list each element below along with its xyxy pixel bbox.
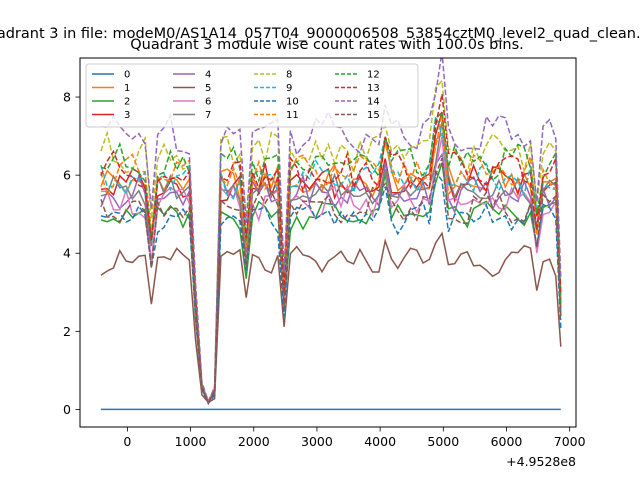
axes-title: Quadrant 3 module wise count rates with … <box>130 37 524 53</box>
y-tick-label: 6 <box>63 168 71 183</box>
legend-item-10[interactable]: 10 <box>254 97 299 108</box>
series-line-11 <box>100 114 562 405</box>
axes-frame <box>79 57 577 428</box>
legend-item-12[interactable]: 12 <box>335 70 380 81</box>
series-line-15 <box>100 158 562 405</box>
series-line-2 <box>100 162 562 406</box>
legend-label: 15 <box>367 110 380 121</box>
legend-label: 9 <box>286 83 292 94</box>
series-line-10 <box>100 169 562 405</box>
y-axis: 0 2 4 6 8 <box>63 90 80 417</box>
x-tick-label: 3000 <box>301 434 333 449</box>
legend-label: 4 <box>205 70 211 81</box>
legend-label: 11 <box>286 110 299 121</box>
x-axis-offset-label: +4.9528e8 <box>506 454 576 469</box>
series-line-3 <box>100 111 562 405</box>
x-tick-label: 5000 <box>427 434 459 449</box>
legend-item-3[interactable]: 3 <box>92 110 130 121</box>
legend-item-14[interactable]: 14 <box>335 97 380 108</box>
legend-label: 8 <box>286 70 292 81</box>
x-tick-label: 6000 <box>491 434 523 449</box>
x-tick-label: 4000 <box>364 434 396 449</box>
legend-item-7[interactable]: 7 <box>173 110 211 121</box>
series-lines <box>100 58 562 411</box>
legend-item-6[interactable]: 6 <box>173 97 211 108</box>
legend-item-13[interactable]: 13 <box>335 83 380 94</box>
legend-label: 3 <box>124 110 130 121</box>
legend-box <box>85 63 419 128</box>
legend-item-9[interactable]: 9 <box>254 83 292 94</box>
legend-item-5[interactable]: 5 <box>173 83 211 94</box>
series-line-5 <box>100 231 562 404</box>
legend-label: 13 <box>367 83 380 94</box>
figure-suptitle: Quadrant 3 in file: modeM0/AS1A14_057T04… <box>0 26 640 42</box>
series-line-1 <box>100 132 562 405</box>
series-line-7 <box>100 121 562 405</box>
x-tick-label: 1000 <box>175 434 207 449</box>
y-tick-label: 8 <box>63 90 71 105</box>
legend-label: 14 <box>367 97 380 108</box>
x-tick-label: 0 <box>123 434 131 449</box>
legend-item-1[interactable]: 1 <box>92 83 130 94</box>
series-line-4 <box>100 152 562 405</box>
y-tick-label: 0 <box>63 402 71 417</box>
legend-label: 5 <box>205 83 211 94</box>
legend-label: 1 <box>124 83 130 94</box>
legend-label: 12 <box>367 70 380 81</box>
legend-label: 7 <box>205 110 211 121</box>
legend-item-11[interactable]: 11 <box>254 110 299 121</box>
y-tick-label: 2 <box>63 324 71 339</box>
legend-item-0[interactable]: 0 <box>92 70 130 81</box>
x-tick-label: 7000 <box>554 434 586 449</box>
y-tick-label: 4 <box>63 246 71 261</box>
legend-label: 10 <box>286 97 299 108</box>
legend-label: 0 <box>124 70 130 81</box>
legend-item-8[interactable]: 8 <box>254 70 292 81</box>
x-tick-label: 2000 <box>238 434 270 449</box>
legend-label: 2 <box>124 97 130 108</box>
series-line-8 <box>100 78 562 404</box>
series-line-6 <box>100 136 562 405</box>
series-line-13 <box>100 93 562 405</box>
x-axis: 0 1000 2000 3000 4000 5000 6000 7000 <box>123 427 586 449</box>
legend-label: 6 <box>205 97 211 108</box>
legend-item-2[interactable]: 2 <box>92 97 130 108</box>
series-line-12 <box>100 110 562 405</box>
series-line-14 <box>100 58 562 404</box>
legend-item-4[interactable]: 4 <box>173 70 211 81</box>
legend-item-15[interactable]: 15 <box>335 110 380 121</box>
